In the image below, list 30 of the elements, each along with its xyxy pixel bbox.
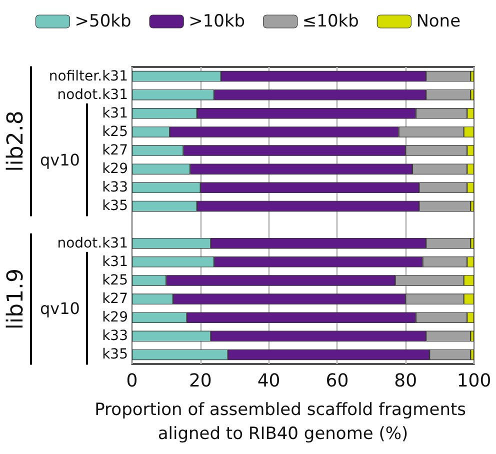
y-tick-label: k29 [102,161,128,178]
legend-label: >50kb [74,12,132,32]
text: lib1.9 [4,268,28,330]
x-tick-label: 20 [188,370,212,392]
y-tick-label: k31 [102,105,128,122]
legend-label: None [416,12,461,32]
x-tick-label: 40 [257,370,280,392]
x-axis-title: Proportion of assembled scaffold fragments aligned to RIB40 genome (%) [94,400,472,444]
y-tick-label: k33 [102,328,128,344]
y-tick-label: k35 [102,198,128,214]
text: qv10 [40,150,80,170]
y-tick-label: nofilter.k31 [48,68,128,84]
text: lib2.8 [4,110,28,172]
legend-label: >10kb [188,12,246,32]
text: qv10 [40,298,80,318]
x-tick-label: 80 [394,370,418,392]
y-tick-label: k29 [102,310,128,326]
y-tick-label: nodot.k31 [57,235,128,252]
y-tick-label: k27 [102,142,128,159]
y-tick-label: k31 [102,254,128,270]
x-tick-label: 100 [456,370,492,392]
y-tick-label: k27 [102,291,128,308]
legend-label: ≤10kb [302,12,359,32]
x-tick-label: 60 [326,370,349,392]
y-tick-label: k25 [102,124,128,140]
y-tick-label: k33 [102,180,128,196]
y-tick-label: nodot.k31 [57,86,128,103]
y-tick-label: k35 [102,346,128,363]
y-tick-label: k25 [102,272,128,288]
x-tick-label: 0 [126,370,138,392]
